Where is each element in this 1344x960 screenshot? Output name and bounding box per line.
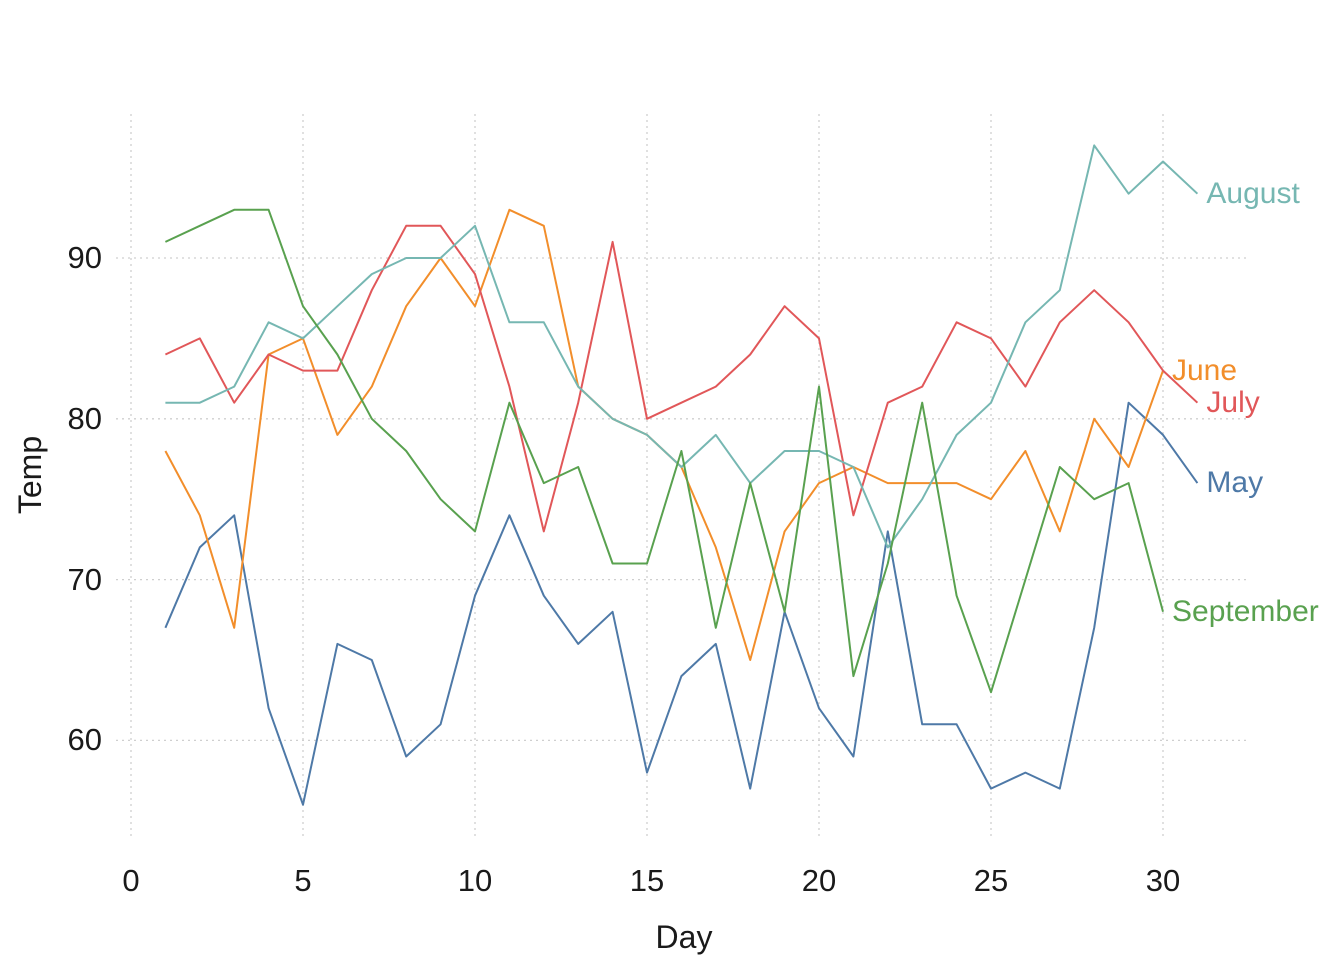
y-tick-label-70: 70 — [67, 561, 102, 597]
x-tick-label-0: 0 — [122, 863, 140, 898]
x-tick-label-5: 5 — [294, 863, 312, 898]
line-may — [164, 401, 1199, 806]
line-june — [164, 208, 1164, 661]
y-tick-label-60: 60 — [67, 722, 102, 758]
line-september — [164, 208, 1164, 694]
x-tick-label-25: 25 — [973, 863, 1009, 898]
series-label-july: July — [1206, 385, 1260, 419]
series-label-may: May — [1206, 466, 1264, 500]
y-tick-label-90: 90 — [67, 240, 102, 275]
series-label-august: August — [1206, 176, 1300, 210]
line-august — [165, 144, 1199, 549]
y-axis-title: Temp — [12, 435, 48, 515]
x-tick-label-15: 15 — [629, 863, 665, 898]
series-label-september: September — [1172, 594, 1319, 628]
x-tick-label-20: 20 — [801, 863, 837, 898]
series-label-june: June — [1172, 353, 1238, 387]
line-july — [164, 224, 1199, 533]
x-tick-label-30: 30 — [1145, 863, 1181, 898]
x-tick-label-10: 10 — [457, 863, 493, 898]
y-tick-label-80: 80 — [67, 400, 102, 436]
x-axis-title: Day — [655, 919, 713, 955]
